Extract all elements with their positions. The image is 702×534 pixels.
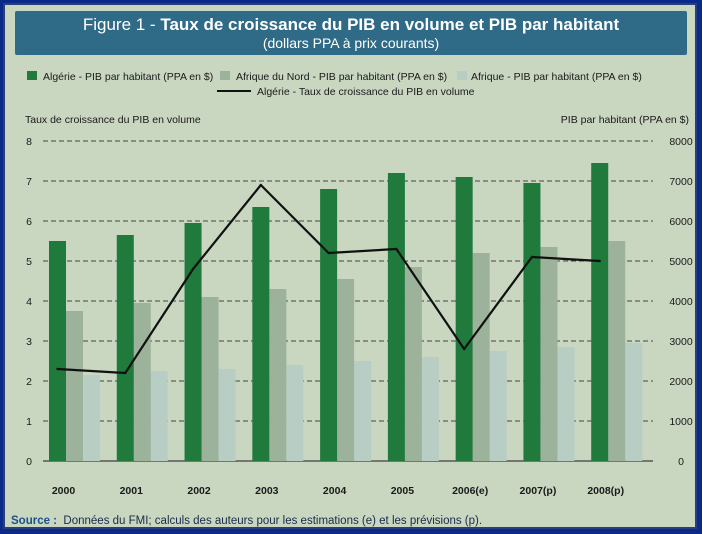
x-tick-label: 2008(p)	[587, 485, 624, 497]
title-text: Taux de croissance du PIB en volume et P…	[160, 15, 620, 34]
x-tick-label: 2005	[391, 485, 415, 497]
chart-title: Figure 1 - Taux de croissance du PIB en …	[15, 15, 687, 35]
y-left-tick-label: 8	[26, 136, 32, 148]
bar-algeria	[184, 223, 202, 461]
bar-north-africa	[608, 241, 626, 461]
y-left-tick-label: 3	[26, 336, 32, 348]
growth-point	[56, 367, 59, 371]
source-label: Source :	[11, 515, 58, 527]
growth-point	[598, 259, 601, 263]
bar-africa	[421, 357, 439, 461]
bar-africa	[218, 369, 236, 461]
x-tick-label: 2002	[187, 485, 211, 497]
bar-africa	[286, 365, 304, 461]
bar-algeria	[116, 235, 134, 461]
growth-line-layer	[56, 183, 601, 375]
x-tick-label: 2000	[52, 485, 76, 497]
legend-label-growth: Algérie - Taux de croissance du PIB en v…	[257, 86, 475, 98]
y-right-tick-label: 8000	[669, 136, 693, 148]
bars	[49, 163, 643, 461]
growth-point	[124, 371, 127, 375]
y-right-tick-label: 0	[678, 456, 684, 468]
growth-point	[191, 267, 195, 271]
figure-frame: Figure 1 - Taux de croissance du PIB en …	[3, 3, 697, 529]
bar-algeria	[455, 177, 473, 461]
bar-africa	[150, 371, 168, 461]
y-left-tick-label: 2	[26, 376, 32, 388]
legend-swatch-algeria	[27, 71, 37, 80]
y-right-ticks: 0 1000 2000 3000 4000 5000 6000 7000 8000	[669, 136, 693, 468]
growth-point	[327, 251, 330, 255]
y-left-tick-label: 1	[26, 416, 32, 428]
y-right-tick-label: 1000	[669, 416, 693, 428]
bar-algeria	[49, 241, 66, 461]
bar-africa	[354, 361, 372, 461]
y-right-tick-label: 5000	[669, 256, 693, 268]
legend-swatch-africa	[457, 71, 467, 80]
y-left-tick-label: 4	[26, 296, 32, 308]
x-axis-ticks: 2000 2001 2002 2003 2004 2005 2006(e) 2007(p) 20…	[52, 485, 624, 497]
x-tick-label: 2003	[255, 485, 279, 497]
x-tick-label: 2006(e)	[452, 485, 488, 497]
bar-algeria	[523, 183, 541, 461]
x-tick-label: 2007(p)	[520, 485, 557, 497]
figure-label: Figure 1 -	[82, 15, 156, 34]
source-text: Données du FMI; calculs des auteurs pour…	[63, 515, 483, 527]
bar-africa	[83, 375, 100, 461]
y-left-axis-title: Taux de croissance du PIB en volume	[25, 114, 201, 126]
legend: Algérie - PIB par habitant (PPA en $) Af…	[27, 71, 642, 98]
bar-north-africa	[66, 311, 83, 461]
x-tick-label: 2001	[120, 485, 144, 497]
bar-north-africa	[404, 267, 422, 461]
y-right-tick-label: 7000	[669, 176, 693, 188]
y-left-ticks: 0 1 2 3 4 5 6 7 8	[26, 136, 32, 468]
y-right-axis-title: PIB par habitant (PPA en $)	[561, 114, 689, 126]
chart-subtitle: (dollars PPA à prix courants)	[262, 35, 440, 51]
bar-north-africa	[540, 247, 558, 461]
bar-algeria	[320, 189, 338, 461]
title-bar: Figure 1 - Taux de croissance du PIB en …	[15, 11, 687, 55]
growth-point	[395, 247, 398, 251]
growth-point	[259, 183, 263, 187]
legend-swatch-north-africa	[220, 71, 230, 80]
bar-algeria	[252, 207, 270, 461]
bar-algeria	[591, 163, 609, 461]
y-right-tick-label: 3000	[669, 336, 693, 348]
source-note: Source : Données du FMI; calculs des aut…	[11, 515, 482, 527]
x-tick-label: 2004	[323, 485, 347, 497]
bar-north-africa	[269, 289, 287, 461]
bar-africa	[557, 347, 575, 461]
bar-north-africa	[472, 253, 490, 461]
bar-africa	[489, 351, 507, 461]
y-left-tick-label: 5	[26, 256, 32, 268]
y-left-tick-label: 6	[26, 216, 32, 228]
bar-north-africa	[337, 279, 355, 461]
legend-label-north-africa: Afrique du Nord - PIB par habitant (PPA …	[236, 71, 447, 83]
chart-svg: Algérie - PIB par habitant (PPA en $) Af…	[25, 71, 693, 497]
y-right-tick-label: 4000	[669, 296, 693, 308]
y-right-tick-label: 2000	[669, 376, 693, 388]
bar-algeria	[387, 173, 405, 461]
bar-africa	[625, 343, 643, 461]
growth-point	[462, 347, 466, 351]
y-left-tick-label: 0	[26, 456, 32, 468]
bar-north-africa	[133, 303, 151, 461]
legend-label-africa: Afrique - PIB par habitant (PPA en $)	[471, 71, 642, 83]
legend-label-algeria: Algérie - PIB par habitant (PPA en $)	[43, 71, 213, 83]
y-right-tick-label: 6000	[669, 216, 693, 228]
growth-point	[530, 255, 534, 259]
bar-north-africa	[201, 297, 219, 461]
y-left-tick-label: 7	[26, 176, 32, 188]
